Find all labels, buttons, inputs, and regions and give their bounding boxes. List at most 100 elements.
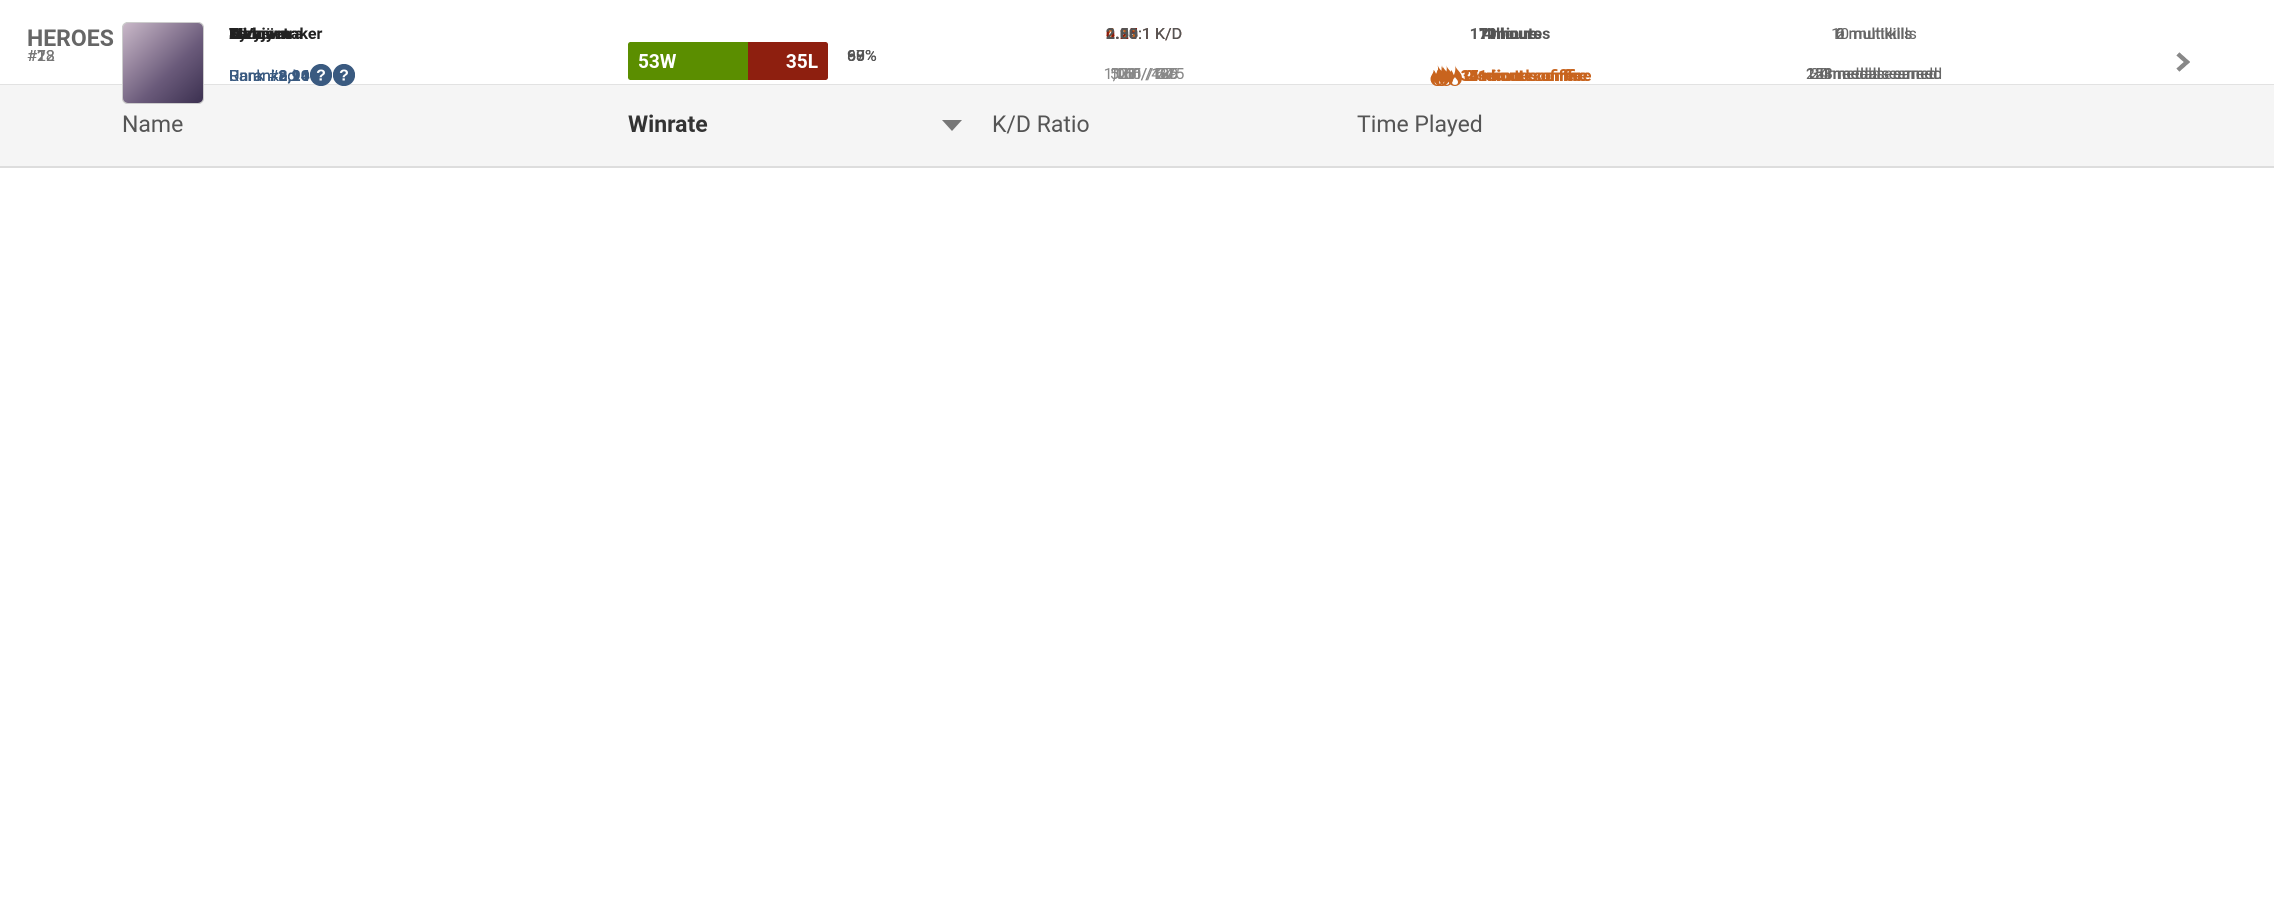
winrate-percent: 68% <box>847 46 877 65</box>
svg-text:?: ? <box>316 68 326 85</box>
winrate-percent: 60% <box>847 46 877 65</box>
hero-name: Torbjörn <box>229 24 290 43</box>
svg-text:?: ? <box>339 68 349 85</box>
kills-deaths: 571 / 139 <box>1109 64 1179 83</box>
sort-icon[interactable] <box>942 120 962 132</box>
fire-text: 34 minutes on fire <box>1460 66 1592 85</box>
kd-value: 4.11 <box>1105 24 1139 43</box>
fire-text: 1 hour on fire <box>1477 66 1575 85</box>
hero-position: #18 <box>27 46 55 65</box>
fire-text: 15 minutes on fire <box>1460 66 1592 85</box>
hero-position: #12 <box>27 46 55 65</box>
hero-rank: Rank #3,241? <box>229 64 355 86</box>
winrate-percent: 67% <box>847 46 877 65</box>
hero-name: D.Va <box>229 24 262 43</box>
hero-avatar <box>122 22 204 104</box>
multikills: 6 multikills <box>1835 24 1913 43</box>
wins-label: 53W <box>638 50 677 73</box>
hero-name: Mercy <box>229 24 274 43</box>
kd-value: 2.00 <box>1105 24 1139 43</box>
multikills: 2 multikills <box>1835 24 1913 43</box>
rank-label: Rank # <box>229 65 279 85</box>
medals: 5 medals earned <box>1814 64 1934 83</box>
kills-deaths: 160 / 64 <box>1114 64 1174 83</box>
kd-unit: :1 K/D <box>1138 24 1183 43</box>
medals: 151 medals earned <box>1805 64 1943 83</box>
fire-text: 0 seconds on fire <box>1464 66 1588 85</box>
fire-icon <box>1430 65 1445 86</box>
kd-unit: :1 K/D <box>1138 24 1183 43</box>
medals: 253 medals earned <box>1805 64 1943 83</box>
rank-number: 8,900 <box>278 65 319 85</box>
column-name[interactable]: Time Played <box>1357 111 1483 138</box>
hero-name: Zarya <box>229 24 270 43</box>
time-played: 1 hour <box>1487 24 1533 43</box>
kills-deaths: 20 / 10 <box>1118 64 1170 83</box>
hero-name: Symmetra <box>229 24 303 43</box>
kd-value: 0.25 <box>1105 24 1139 43</box>
kd-ratio: 4.11:1 K/D <box>1106 24 1182 43</box>
kd-value: 2.50 <box>1105 24 1139 43</box>
rank-label: Rank # <box>229 65 279 85</box>
losses-bar <box>748 42 828 80</box>
hero-position: #2 <box>27 46 46 65</box>
kd-ratio: 2.50:1 K/D <box>1106 24 1182 43</box>
rank-number: 2,116 <box>278 65 319 85</box>
fire-text: 2 minutes on fire <box>1465 66 1587 85</box>
kd-unit: :1 K/D <box>1138 24 1183 43</box>
kd-ratio: 2.14:1 K/D <box>1106 24 1182 43</box>
kd-ratio: 2.83:1 K/D <box>1106 24 1182 43</box>
hero-position: #13 <box>27 46 55 65</box>
kills-deaths: 108 / 425 <box>1109 64 1179 83</box>
row-chevron[interactable] <box>2176 52 2190 72</box>
time-played: 4 hours <box>1482 24 1538 43</box>
column-name[interactable]: Winrate <box>628 111 708 138</box>
hero-rank: Unranked? <box>229 64 333 86</box>
column-header: Name Winrate K/D Ratio Time Played <box>0 85 2274 168</box>
time-played: 17 minutes <box>1469 24 1551 43</box>
kills-deaths: 165 / 77 <box>1114 64 1174 83</box>
help-icon[interactable]: ? <box>310 64 333 86</box>
kd-unit: :1 K/D <box>1138 24 1183 43</box>
kills-deaths: 1,061 / 375 <box>1103 64 1185 83</box>
help-icon[interactable]: ? <box>332 64 355 86</box>
multikills: 10 multikills <box>1831 24 1917 43</box>
panel-header: HEROES <box>0 0 2274 85</box>
winrate-percent: 93% <box>847 46 877 65</box>
kd-ratio: 2.00:1 K/D <box>1106 24 1182 43</box>
multikills: 0 multikills <box>1835 24 1913 43</box>
losses-label: 35L <box>785 50 818 73</box>
hero-position: #1 <box>27 46 46 65</box>
winrate-bar: 53W 35L <box>628 42 828 80</box>
kd-ratio: 0.25:1 K/D <box>1106 24 1182 43</box>
hero-position: #7 <box>27 46 46 65</box>
winrate-percent: 69% <box>847 46 877 65</box>
fire-icon <box>1447 65 1462 86</box>
kd-unit: :1 K/D <box>1138 24 1183 43</box>
rank-label: Unranked <box>229 65 297 85</box>
medals: 34 medals earned <box>1810 64 1938 83</box>
multikills: 0 multikills <box>1835 24 1913 43</box>
medals: 20 medals earned <box>1810 64 1938 83</box>
column-name[interactable]: Name <box>122 111 184 138</box>
rank-label: Rank # <box>229 65 279 85</box>
panel-title: HEROES <box>27 25 114 52</box>
time-on-fire: 1 hour on fire <box>1446 64 1574 87</box>
kd-value: 2.83 <box>1105 24 1139 43</box>
time-on-fire: 34 minutes on fire <box>1429 64 1592 87</box>
hero-name: Widowmaker <box>229 24 323 43</box>
rank-label: Unranked <box>229 65 297 85</box>
medals: 123 medals earned <box>1805 64 1943 83</box>
time-played: 11 hours <box>1478 24 1542 43</box>
kd-unit: :1 K/D <box>1138 24 1183 43</box>
column-name[interactable]: K/D Ratio <box>992 111 1090 138</box>
rank-label: Unranked <box>229 65 297 85</box>
time-played: 1 hour <box>1487 24 1533 43</box>
time-played: 10 hours <box>1478 24 1542 43</box>
rank-number: 3,241 <box>278 65 319 85</box>
multikills: 0 multikills <box>1835 24 1913 43</box>
winrate-percent: 80% <box>847 46 877 65</box>
fire-text: 1 minute on fire <box>1469 66 1583 85</box>
wins-bar <box>628 42 749 80</box>
